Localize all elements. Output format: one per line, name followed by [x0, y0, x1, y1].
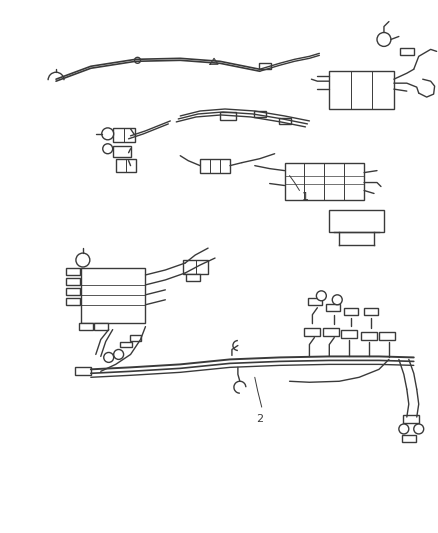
- Bar: [94, 323, 107, 330]
- Bar: [75, 367, 91, 375]
- Bar: [328, 211, 383, 232]
- Bar: [66, 278, 80, 285]
- Circle shape: [398, 424, 408, 434]
- Bar: [378, 332, 394, 340]
- Bar: [308, 298, 321, 305]
- Bar: [219, 112, 235, 120]
- Bar: [360, 332, 376, 340]
- Text: 1: 1: [301, 192, 308, 203]
- Bar: [328, 71, 393, 109]
- Bar: [363, 308, 377, 315]
- Bar: [115, 159, 135, 172]
- Circle shape: [103, 352, 113, 362]
- Bar: [402, 415, 418, 423]
- Bar: [200, 159, 230, 173]
- Bar: [129, 335, 141, 341]
- Circle shape: [134, 58, 140, 63]
- Bar: [343, 308, 357, 315]
- Bar: [113, 128, 134, 142]
- Bar: [120, 342, 131, 348]
- Circle shape: [102, 144, 113, 154]
- Circle shape: [113, 350, 124, 359]
- Circle shape: [413, 424, 423, 434]
- Bar: [278, 118, 290, 124]
- Bar: [66, 298, 80, 305]
- Bar: [113, 146, 130, 157]
- Bar: [253, 111, 265, 117]
- Bar: [340, 329, 356, 337]
- Bar: [304, 328, 320, 336]
- Bar: [401, 435, 415, 442]
- Circle shape: [76, 253, 90, 267]
- Bar: [66, 269, 80, 276]
- Circle shape: [376, 33, 390, 46]
- Bar: [258, 63, 270, 69]
- Bar: [399, 48, 413, 55]
- Circle shape: [332, 295, 342, 305]
- Bar: [66, 288, 80, 295]
- Circle shape: [102, 128, 113, 140]
- Text: 2: 2: [256, 414, 263, 424]
- Bar: [81, 268, 145, 322]
- Bar: [323, 328, 339, 336]
- Bar: [284, 163, 363, 200]
- Bar: [325, 304, 339, 311]
- Bar: [79, 323, 92, 330]
- Bar: [183, 260, 208, 274]
- Bar: [186, 274, 200, 281]
- Circle shape: [316, 291, 325, 301]
